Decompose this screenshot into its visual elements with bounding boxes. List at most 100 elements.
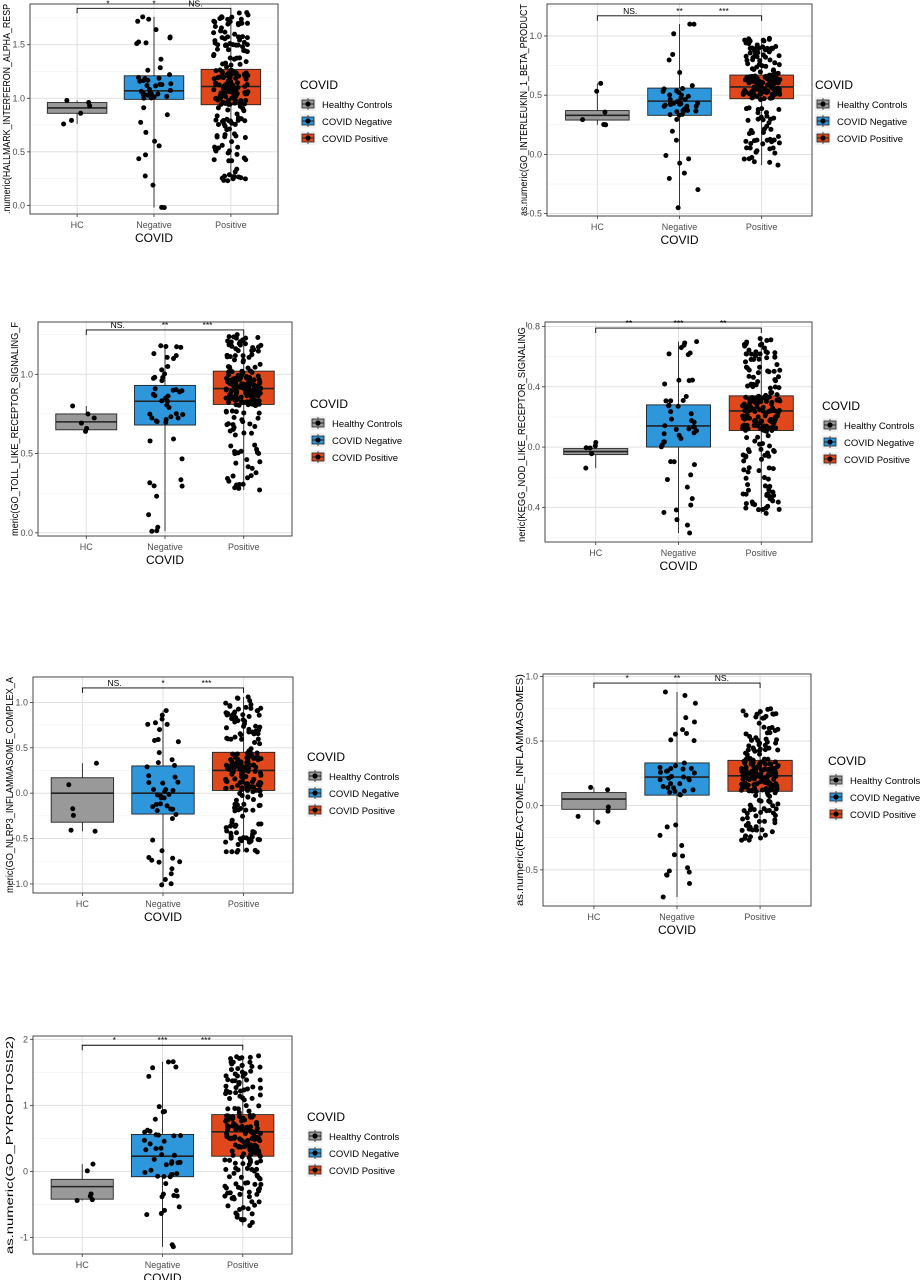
significance-label: *** [202,678,213,688]
data-point [240,712,246,718]
data-point [233,482,239,488]
data-point [681,170,687,176]
data-point [575,813,581,819]
data-point [746,347,752,353]
data-point [677,160,683,166]
data-point [233,409,239,415]
data-point [219,118,225,124]
data-point [156,1104,162,1110]
data-point [673,507,679,513]
points [738,706,781,843]
data-point [668,773,674,779]
data-point [774,397,780,403]
data-point [176,1204,182,1210]
box-negative [647,21,712,211]
data-point [235,848,241,854]
data-point [222,29,228,35]
data-point [740,491,746,497]
data-point [686,426,692,432]
data-point [760,52,766,58]
data-point [152,1116,158,1122]
data-point [149,415,155,421]
x-tick-label: HC [71,220,84,230]
data-point [748,128,754,134]
data-point [159,848,165,854]
data-point [150,182,156,188]
data-point [144,1212,150,1218]
data-point [66,782,72,788]
legend-title: COVID [300,78,338,92]
significance-label: * [625,673,629,683]
legend-key [307,786,323,800]
data-point [762,423,768,429]
data-point [214,133,220,139]
data-point [256,1199,262,1205]
data-point [226,172,232,178]
data-point [223,785,229,791]
box-hc [55,403,118,434]
data-point [662,381,668,387]
data-point [247,1059,253,1065]
data-point [757,351,763,357]
data-point [238,759,244,765]
data-point [233,1085,239,1091]
data-point [245,12,251,18]
data-point [776,62,782,68]
legend-key [307,1129,323,1143]
data-point [769,45,775,51]
data-point [172,763,178,769]
data-point [777,91,783,97]
data-point [667,96,673,102]
significance-label: *** [158,1035,169,1045]
data-point [741,156,747,162]
data-point [151,351,157,357]
data-point [246,1189,252,1195]
data-point [746,156,752,162]
points [144,708,183,888]
legend-title: COVID [307,750,345,764]
data-point [156,750,162,756]
data-point [249,430,255,436]
data-point [769,390,775,396]
points [658,339,700,536]
data-point [242,1117,248,1123]
data-point [678,95,684,101]
data-point [242,176,248,182]
data-point [748,404,754,410]
legend: COVID Healthy Controls COVID Negative COVID… [307,750,399,817]
data-point [177,389,183,395]
y-tick-label: 0.4 [527,382,540,392]
data-point [594,88,600,94]
data-point [763,398,769,404]
data-point [754,93,760,99]
y-axis-title: .numeric(HALLMARK_INTERFERON_ALPHA_RESP [1,4,13,214]
data-point [252,1202,258,1208]
data-point [84,425,90,431]
data-point [691,430,697,436]
data-point [589,451,595,457]
data-point [764,123,770,129]
data-point [748,737,754,743]
data-point [753,793,759,799]
data-point [235,1184,241,1190]
data-point [660,88,666,94]
data-point [253,728,259,734]
data-point [216,145,222,151]
data-point [661,431,667,437]
data-point [229,379,235,385]
data-point [135,18,141,24]
data-point [680,853,686,859]
data-point [748,141,754,147]
data-point [84,1168,90,1174]
data-point [257,1085,263,1091]
data-point [232,169,238,175]
significance-label: *** [203,320,214,330]
data-point [141,105,147,111]
data-point [258,1158,264,1164]
data-point [211,18,217,24]
data-point [172,774,178,780]
data-point [241,399,247,405]
data-point [755,434,761,440]
data-point [173,411,179,417]
data-point [772,354,778,360]
